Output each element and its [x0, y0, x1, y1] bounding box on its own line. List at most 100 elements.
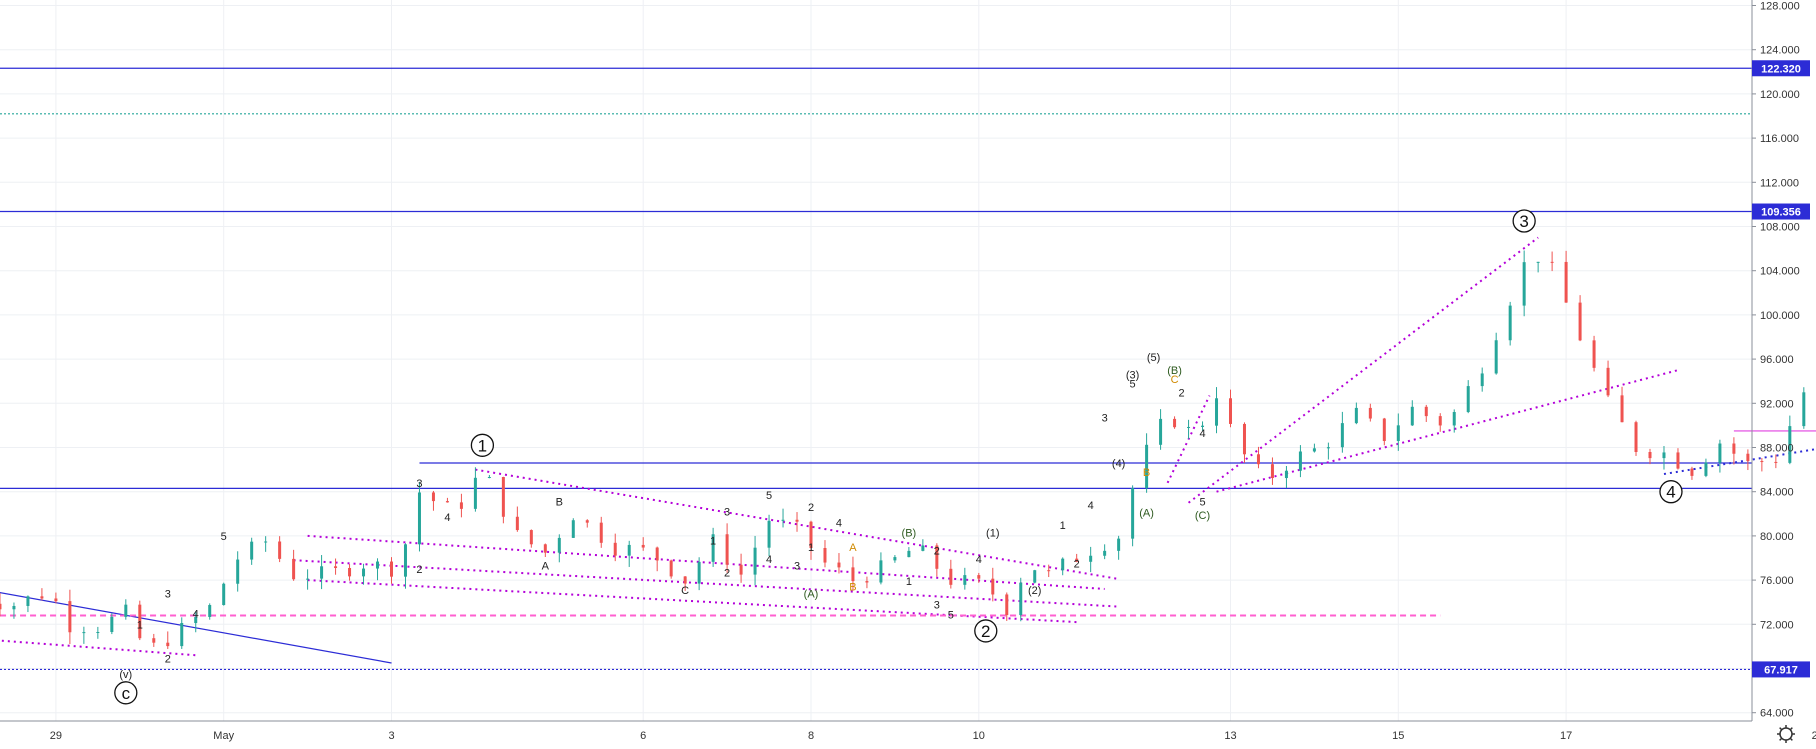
price-tag-box [1752, 203, 1810, 220]
candle-body [348, 567, 352, 577]
candle-body [390, 561, 393, 577]
y-tick-label: 96.000 [1760, 354, 1794, 366]
candle-body [1103, 550, 1107, 556]
wave-count-label: 2 [416, 564, 422, 576]
y-tick-label: 92.000 [1760, 398, 1794, 410]
candle-body [208, 605, 212, 617]
y-tick-label: 100.000 [1760, 310, 1800, 322]
candle-body [1578, 302, 1582, 341]
candle-body [1270, 464, 1274, 479]
candle-body [362, 568, 366, 577]
wave-count-label: A [849, 542, 857, 554]
candle-body [1648, 452, 1652, 459]
wave-count-label: 3 [1102, 413, 1108, 425]
candle-body [306, 578, 310, 580]
candle-body [1159, 418, 1163, 445]
candle-body [571, 520, 575, 538]
price-tag-box [1752, 661, 1810, 678]
price-tag-box [1752, 60, 1810, 77]
circled-wave-label: 1 [478, 436, 487, 455]
candle-body [711, 534, 715, 562]
y-tick-label: 76.000 [1760, 575, 1794, 587]
circled-wave-marker [470, 433, 495, 457]
candle-body [445, 501, 449, 503]
candle-body [1187, 426, 1191, 428]
wave-count-label: (A) [1139, 508, 1154, 520]
trend-line [0, 639, 196, 657]
wave-count-label: (v) [119, 669, 132, 681]
circled-wave-label: 3 [1519, 212, 1528, 231]
candle-body [12, 605, 16, 610]
x-tick-label: 8 [808, 730, 814, 742]
y-tick-label: 88.000 [1760, 443, 1794, 455]
candle-body [1606, 367, 1610, 396]
candle-body [1620, 395, 1624, 423]
price-tag-label: 67.917 [1764, 664, 1798, 676]
candle-body [1396, 425, 1400, 441]
wave-count-label: 2 [1178, 387, 1184, 399]
wave-count-label: B [556, 497, 563, 509]
candle-body [1145, 444, 1149, 489]
x-tick-label: 10 [973, 730, 985, 742]
wave-count-label: 2 [1074, 559, 1080, 571]
y-tick-label: 104.000 [1760, 266, 1800, 278]
candle-body [1774, 461, 1778, 463]
y-tick-label: 84.000 [1760, 487, 1794, 499]
price-tag-label: 109.356 [1761, 207, 1801, 219]
candle-body [166, 642, 170, 647]
y-tick-label: 64.000 [1760, 708, 1794, 720]
candle-body [851, 567, 855, 582]
candle-body [1760, 461, 1764, 463]
circled-wave-label: c [122, 684, 131, 703]
candle-body [1424, 406, 1428, 417]
candle-body [739, 564, 743, 575]
candle-body [1382, 418, 1386, 441]
wave-count-label: 2 [165, 654, 171, 666]
candle-body [1410, 406, 1414, 426]
wave-count-label: 3 [724, 507, 730, 519]
candle-body [278, 541, 282, 559]
candle-body [1201, 425, 1205, 427]
candle-body [1452, 412, 1456, 426]
circled-wave-marker [1512, 209, 1536, 233]
candle-body [194, 616, 198, 624]
candle-body [292, 558, 296, 580]
y-tick-label: 112.000 [1760, 177, 1799, 189]
candle-body [1089, 555, 1093, 562]
wave-count-label: (C) [1195, 510, 1210, 522]
x-tick-label: 13 [1224, 730, 1236, 742]
candle-body [1536, 261, 1540, 263]
candle-body [236, 559, 240, 584]
candle-body [250, 541, 254, 560]
candle-body [515, 516, 519, 531]
candle-body [991, 578, 995, 595]
wave-count-label: (B) [902, 528, 917, 540]
candle-body [795, 519, 799, 522]
wave-count-label: C [681, 585, 689, 597]
candle-body [725, 534, 729, 565]
candle-body [879, 560, 883, 583]
candle-body [1508, 305, 1512, 341]
wave-count-label: (1) [986, 528, 999, 540]
candle-body [585, 520, 589, 523]
candle-body [473, 477, 477, 509]
y-tick-label: 80.000 [1760, 531, 1794, 543]
wave-count-label: 4 [1088, 500, 1094, 512]
candle-body [1256, 454, 1260, 465]
candle-body [1704, 462, 1708, 476]
candle-body [1284, 470, 1288, 479]
candle-body [1494, 340, 1498, 374]
candle-body [935, 545, 939, 569]
x-tick-label: 3 [388, 730, 394, 742]
candle-body [1802, 392, 1806, 427]
circled-wave-label: 4 [1666, 483, 1675, 502]
wave-count-label: (5) [1147, 352, 1160, 364]
price-candles [0, 250, 1806, 649]
wave-count-label: 3 [934, 599, 940, 611]
candle-body [949, 568, 953, 585]
trend-line [1187, 236, 1539, 504]
candle-body [487, 477, 491, 479]
drawing-overlays [0, 67, 1816, 671]
candle-body [1215, 398, 1219, 426]
